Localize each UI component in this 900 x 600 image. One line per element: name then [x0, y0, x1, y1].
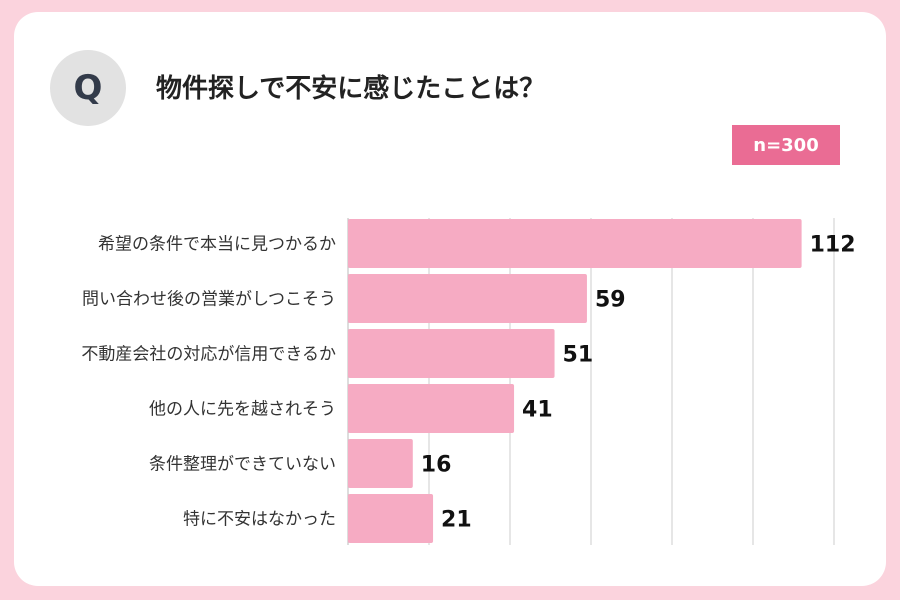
category-label: 問い合わせ後の営業がしつこそう [82, 290, 336, 310]
question-icon-letter: Q [73, 68, 103, 108]
bar [348, 439, 413, 488]
data-label: 51 [563, 343, 594, 368]
question-icon: Q [50, 50, 126, 126]
bar [348, 494, 434, 543]
bar [348, 274, 587, 323]
category-label: 他の人に先を越されそう [149, 400, 336, 420]
chart-bars [348, 219, 802, 543]
bar [348, 219, 802, 268]
sample-size-badge: n=300 [732, 125, 840, 165]
data-label: 21 [441, 508, 472, 533]
chart-grid [347, 218, 835, 545]
page-title: 物件探しで不安に感じたことは？ [156, 74, 546, 104]
category-label: 条件整理ができていない [149, 455, 336, 475]
bar [348, 329, 555, 378]
data-label: 112 [810, 233, 856, 258]
category-label: 不動産会社の対応が信用できるか [81, 345, 336, 365]
category-label: 特に不安はなかった [183, 510, 336, 530]
chart-labels: 希望の条件で本当に見つかるか 112 問い合わせ後の営業がしつこそう 59 不動産会社の… [81, 233, 855, 533]
data-label: 16 [421, 453, 452, 478]
data-label: 59 [595, 288, 626, 313]
data-label: 41 [522, 398, 553, 423]
bar [348, 384, 515, 433]
category-label: 希望の条件で本当に見つかるか [98, 235, 336, 255]
